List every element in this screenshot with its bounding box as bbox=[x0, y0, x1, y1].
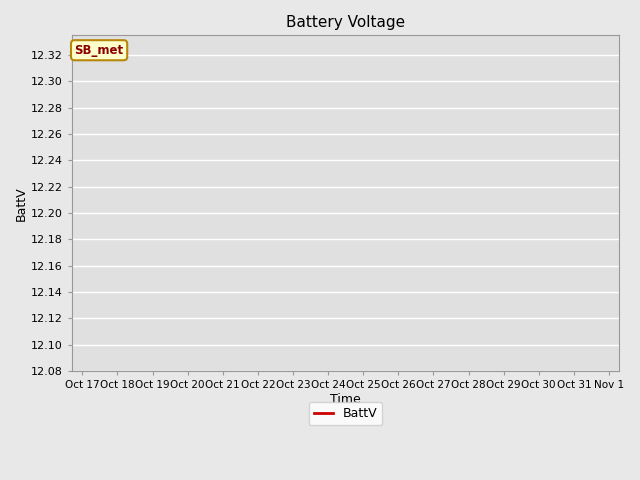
Text: SB_met: SB_met bbox=[74, 44, 124, 57]
X-axis label: Time: Time bbox=[330, 393, 361, 406]
Title: Battery Voltage: Battery Voltage bbox=[286, 15, 405, 30]
Y-axis label: BattV: BattV bbox=[15, 186, 28, 220]
Legend: BattV: BattV bbox=[309, 402, 382, 425]
